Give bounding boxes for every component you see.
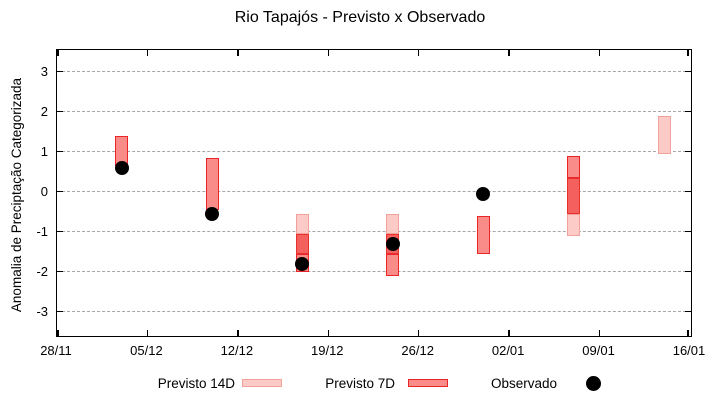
y-tick-mark — [57, 270, 63, 273]
y-tick-mark — [685, 70, 691, 73]
legend-observado-dot-icon — [586, 376, 601, 391]
legend-label-previsto-7d: Previsto 7D — [325, 376, 395, 391]
gridline — [57, 111, 691, 112]
plot-area — [56, 49, 692, 337]
x-tick-mark — [508, 50, 510, 56]
observado-point-24/12 — [385, 236, 400, 251]
observado-point-31/12 — [476, 186, 491, 201]
gridline — [57, 191, 691, 192]
y-tick-mark — [685, 190, 691, 193]
y-tick-label: 0 — [40, 183, 48, 199]
previsto-7d-segment-31/12 — [476, 215, 490, 254]
y-tick-label: -1 — [36, 223, 48, 239]
gridline — [57, 311, 691, 312]
x-tick-mark — [598, 330, 601, 336]
y-tick-label: -2 — [36, 263, 48, 279]
x-tick-mark — [508, 330, 510, 336]
previsto-14d-segment-07/01 — [567, 213, 581, 236]
previsto-14d-segment-14/01 — [657, 115, 671, 154]
x-tick-label: 02/01 — [491, 343, 525, 358]
legend-label-previsto-14d: Previsto 14D — [157, 376, 235, 391]
y-tick-mark — [685, 110, 691, 113]
x-tick-mark — [417, 50, 420, 56]
y-tick-mark — [685, 270, 691, 273]
x-tick-mark — [598, 50, 601, 56]
y-tick-mark — [57, 190, 63, 193]
gridline — [57, 71, 691, 72]
x-tick-mark — [146, 330, 149, 336]
x-tick-mark — [146, 50, 149, 56]
x-tick-label: 12/12 — [220, 343, 254, 358]
x-tick-label: 26/12 — [401, 343, 434, 358]
x-tick-mark — [327, 50, 330, 56]
previsto-14d-segment-24/12 — [386, 213, 400, 234]
y-tick-label: -3 — [36, 303, 48, 319]
y-tick-mark — [57, 150, 63, 153]
previsto-14d-segment-17/12 — [295, 213, 309, 234]
previsto-7d-segment-10/12 — [205, 157, 219, 210]
previsto-7d-segment-24/12 — [386, 253, 400, 276]
x-tick-mark — [327, 330, 330, 336]
x-tick-mark — [57, 50, 59, 56]
y-tick-mark — [685, 310, 691, 313]
x-tick-mark — [57, 330, 59, 336]
x-tick-label: 16/01 — [672, 343, 706, 358]
legend-swatch-previsto-14d-icon — [242, 379, 282, 387]
previsto-7d-segment-07/01 — [567, 155, 581, 178]
x-tick-mark — [237, 330, 239, 336]
observado-point-03/12 — [114, 160, 129, 175]
y-tick-label: 3 — [40, 63, 48, 79]
x-tick-label: 28/11 — [40, 343, 72, 358]
x-tick-label: 09/01 — [582, 343, 615, 358]
x-tick-mark — [237, 50, 239, 56]
x-tick-mark — [417, 330, 420, 336]
legend-swatch-previsto-7d-icon — [408, 379, 448, 387]
y-tick-mark — [57, 110, 63, 113]
y-tick-label: 2 — [40, 103, 48, 119]
y-tick-mark — [57, 70, 63, 73]
previsto-overlap-segment-17/12 — [295, 233, 309, 254]
previsto-overlap-segment-07/01 — [567, 177, 581, 214]
y-tick-label: 1 — [40, 143, 48, 159]
gridline — [57, 271, 691, 272]
gridline — [57, 231, 691, 232]
legend-label-observado: Observado — [490, 376, 557, 391]
y-tick-mark — [685, 230, 691, 233]
y-tick-mark — [685, 150, 691, 153]
y-tick-mark — [57, 230, 63, 233]
y-tick-mark — [57, 310, 63, 313]
gridline — [57, 151, 691, 152]
x-tick-mark — [687, 330, 689, 336]
observado-point-17/12 — [295, 256, 310, 271]
observado-point-10/12 — [205, 206, 220, 221]
x-tick-mark — [687, 50, 689, 56]
x-tick-label: 19/12 — [311, 343, 344, 358]
chart-title: Rio Tapajós - Previsto x Observado — [234, 9, 486, 26]
x-tick-label: 05/12 — [130, 343, 163, 358]
